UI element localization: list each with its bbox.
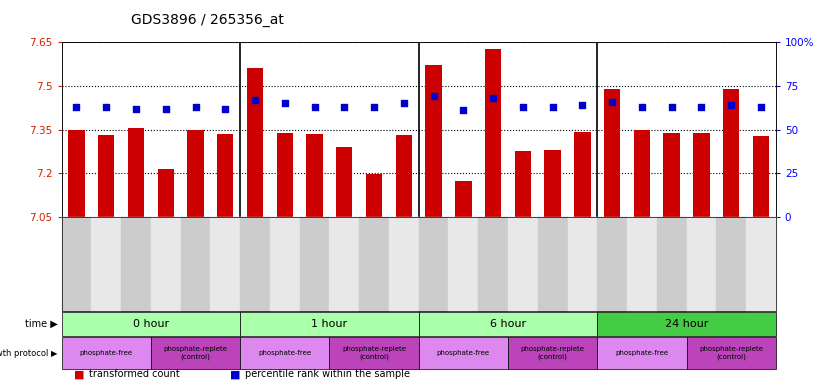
Bar <box>515 151 531 217</box>
Point <box>516 104 530 110</box>
Bar <box>723 89 740 217</box>
Point <box>397 100 410 106</box>
Point <box>635 104 649 110</box>
Bar <box>366 174 383 217</box>
Point <box>218 106 232 112</box>
Bar <box>187 130 204 217</box>
Bar <box>693 133 709 217</box>
Bar <box>485 49 502 217</box>
Text: 0 hour: 0 hour <box>133 319 169 329</box>
Bar <box>663 132 680 217</box>
Bar <box>306 134 323 217</box>
Point <box>487 95 500 101</box>
Text: ■: ■ <box>230 369 241 379</box>
Text: phosphate-replete
(control): phosphate-replete (control) <box>163 346 227 360</box>
Point <box>546 104 559 110</box>
Point <box>337 104 351 110</box>
Bar <box>753 136 769 217</box>
Point <box>576 102 589 108</box>
Point <box>249 97 262 103</box>
Text: GDS3896 / 265356_at: GDS3896 / 265356_at <box>131 13 284 27</box>
Point <box>99 104 112 110</box>
Text: transformed count: transformed count <box>89 369 180 379</box>
Bar <box>604 89 621 217</box>
Text: phosphate-free: phosphate-free <box>437 350 490 356</box>
Text: phosphate-free: phosphate-free <box>616 350 668 356</box>
Bar <box>634 130 650 217</box>
Text: growth protocol ▶: growth protocol ▶ <box>0 349 57 358</box>
Bar <box>396 134 412 217</box>
Bar <box>336 147 352 217</box>
Point <box>130 106 143 112</box>
Point <box>606 99 619 105</box>
Point <box>278 100 291 106</box>
Text: phosphate-free: phosphate-free <box>259 350 311 356</box>
Point <box>754 104 768 110</box>
Text: ■: ■ <box>74 369 85 379</box>
Text: phosphate-replete
(control): phosphate-replete (control) <box>342 346 406 360</box>
Bar <box>247 68 264 217</box>
Bar <box>455 180 471 217</box>
Text: phosphate-replete
(control): phosphate-replete (control) <box>521 346 585 360</box>
Point <box>695 104 708 110</box>
Point <box>665 104 678 110</box>
Point <box>368 104 381 110</box>
Bar <box>158 169 174 217</box>
Text: phosphate-replete
(control): phosphate-replete (control) <box>699 346 764 360</box>
Point <box>189 104 202 110</box>
Bar <box>544 150 561 217</box>
Text: 1 hour: 1 hour <box>311 319 347 329</box>
Text: percentile rank within the sample: percentile rank within the sample <box>245 369 410 379</box>
Text: 6 hour: 6 hour <box>490 319 526 329</box>
Point <box>159 106 172 112</box>
Point <box>308 104 321 110</box>
Text: phosphate-free: phosphate-free <box>80 350 133 356</box>
Point <box>70 104 83 110</box>
Text: 24 hour: 24 hour <box>665 319 709 329</box>
Point <box>427 93 440 99</box>
Text: time ▶: time ▶ <box>25 319 57 329</box>
Bar <box>68 130 85 217</box>
Bar <box>128 128 144 217</box>
Point <box>725 102 738 108</box>
Bar <box>98 134 114 217</box>
Bar <box>217 134 233 217</box>
Bar <box>574 132 590 217</box>
Point <box>456 107 470 113</box>
Bar <box>425 65 442 217</box>
Bar <box>277 133 293 217</box>
